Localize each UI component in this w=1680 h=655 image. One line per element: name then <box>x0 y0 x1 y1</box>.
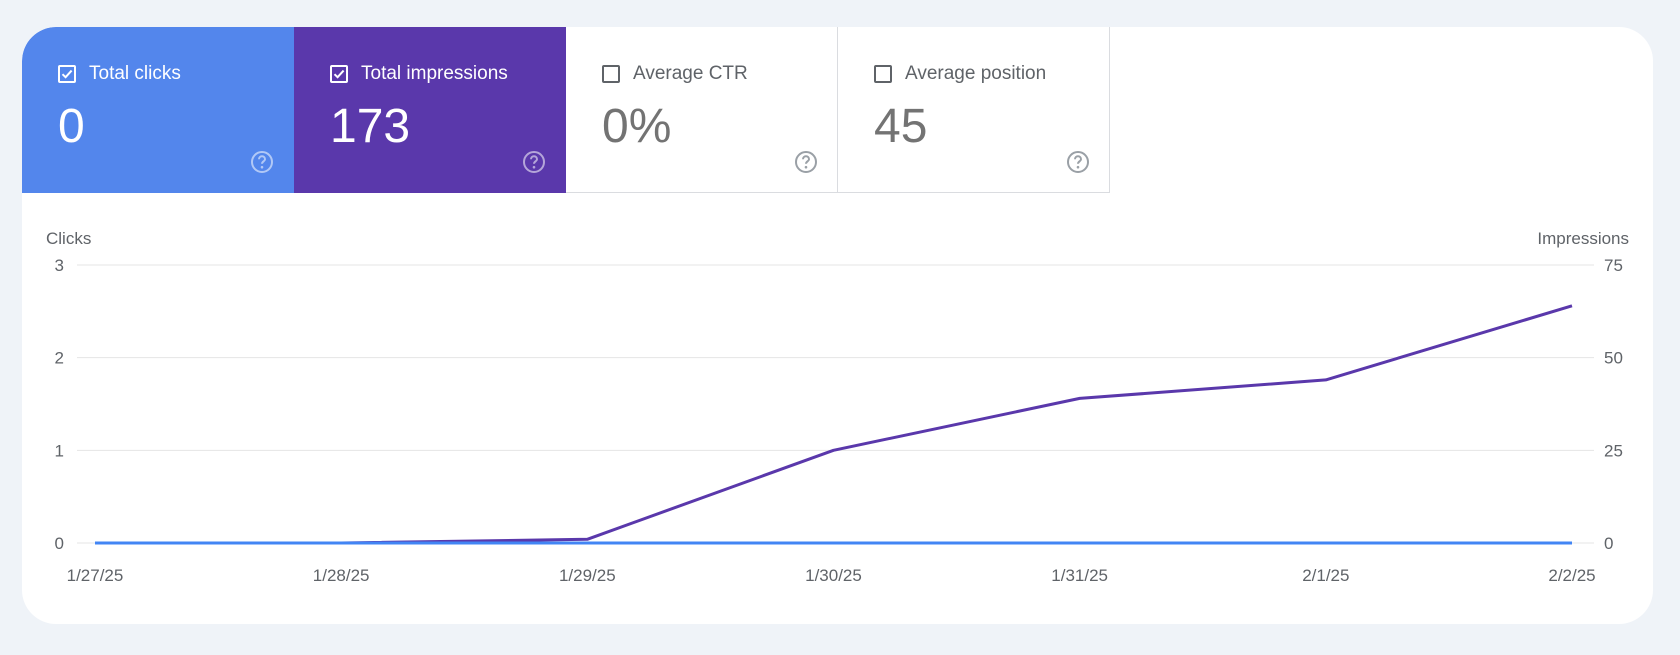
metric-value: 173 <box>330 100 411 153</box>
help-circle-icon[interactable] <box>522 150 546 174</box>
y-axis-left-title: Clicks <box>46 229 92 248</box>
x-tick-label: 2/1/25 <box>1302 566 1349 585</box>
series-line-impressions <box>95 304 1573 545</box>
y-tick-left: 1 <box>55 441 64 460</box>
metric-total-clicks[interactable]: Total clicks 0 <box>22 27 294 193</box>
x-tick-label: 1/28/25 <box>313 566 370 585</box>
y-tick-left: 0 <box>55 534 64 553</box>
help-circle-icon[interactable] <box>250 150 274 174</box>
checkbox-checked-icon[interactable] <box>58 65 76 83</box>
metric-label: Total clicks <box>89 63 181 84</box>
x-tick-label: 1/27/25 <box>67 566 124 585</box>
metric-label: Total impressions <box>361 63 508 84</box>
x-tick-label: 1/31/25 <box>1051 566 1108 585</box>
metric-average-position[interactable]: Average position 45 <box>838 27 1110 193</box>
metric-value: 0% <box>602 100 672 153</box>
help-circle-icon[interactable] <box>794 150 818 174</box>
metric-label: Average position <box>905 63 1047 84</box>
performance-card: Total clicks 0 Total impressions 173 Ave… <box>22 27 1653 624</box>
y-tick-left: 2 <box>55 349 64 368</box>
metric-value: 45 <box>874 100 928 153</box>
metric-average-ctr[interactable]: Average CTR 0% <box>566 27 838 193</box>
y-tick-right: 50 <box>1604 349 1623 368</box>
y-tick-left: 3 <box>55 256 64 275</box>
x-tick-label: 2/2/25 <box>1548 566 1595 585</box>
metric-total-impressions[interactable]: Total impressions 173 <box>294 27 566 193</box>
y-tick-right: 25 <box>1604 441 1623 460</box>
x-tick-label: 1/30/25 <box>805 566 862 585</box>
y-axis-right-title: Impressions <box>1537 229 1629 248</box>
checkbox-unchecked-icon[interactable] <box>602 65 620 83</box>
help-circle-icon[interactable] <box>1066 150 1090 174</box>
checkbox-checked-icon[interactable] <box>330 65 348 83</box>
checkbox-unchecked-icon[interactable] <box>874 65 892 83</box>
performance-chart: 0 1 2 3 0 25 50 75 1/27/25 1/28/25 1/29/25 1/30/25 1… <box>55 256 1623 585</box>
y-tick-right: 0 <box>1604 534 1613 553</box>
metric-value: 0 <box>58 100 85 153</box>
metric-tabs: Total clicks 0 Total impressions 173 Ave… <box>22 27 1110 193</box>
metric-label: Average CTR <box>633 63 748 84</box>
y-tick-right: 75 <box>1604 256 1623 275</box>
x-tick-label: 1/29/25 <box>559 566 616 585</box>
